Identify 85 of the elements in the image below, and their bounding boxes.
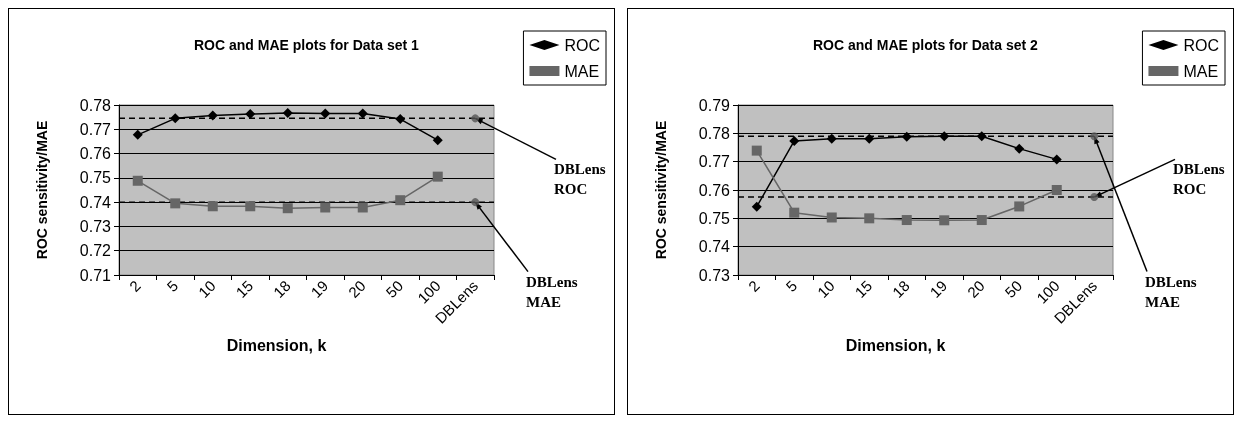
- point: [357, 108, 368, 119]
- y-tick-label: 0.75: [698, 209, 731, 227]
- point: [245, 108, 256, 119]
- point: [826, 133, 837, 144]
- point: [751, 201, 762, 212]
- y-tick-label: 0.78: [79, 96, 112, 114]
- point: [1090, 193, 1099, 202]
- y-tick-label: 0.75: [79, 169, 112, 187]
- y-tick-label: 0.76: [698, 181, 731, 199]
- y-tick-label: 0.73: [79, 217, 112, 235]
- point: [245, 201, 256, 212]
- y-tick-label: 0.78: [698, 124, 731, 142]
- x-tick-label: 50: [1001, 276, 1026, 301]
- x-tick-label: 20: [344, 276, 369, 301]
- point: [320, 108, 331, 119]
- point: [751, 145, 762, 156]
- x-tick-label: 18: [269, 276, 294, 301]
- y-axis-title: ROC sensitivity/MAE: [34, 120, 50, 260]
- y-tick-label: 0.79: [698, 96, 731, 114]
- x-tick-label: 10: [813, 276, 838, 301]
- x-tick-label: 2: [125, 276, 144, 295]
- y-tick-label: 0.74: [79, 193, 112, 211]
- point: [282, 108, 293, 119]
- x-axis-title: Dimension, k: [226, 336, 327, 354]
- point: [976, 131, 987, 142]
- legend-label: MAE: [564, 62, 600, 80]
- x-tick-label: 20: [963, 276, 988, 301]
- annotation: DBLens MAE: [1145, 273, 1201, 310]
- point: [1051, 185, 1062, 195]
- point: [1090, 132, 1099, 141]
- annotation: DBLens MAE: [526, 273, 582, 310]
- legend-label: ROC: [1183, 36, 1220, 54]
- point: [901, 215, 912, 226]
- x-tick-label: 19: [307, 276, 332, 301]
- x-tick-label: 2: [744, 276, 763, 295]
- point: [357, 202, 368, 213]
- point: [207, 201, 218, 212]
- x-axis-title: Dimension, k: [845, 336, 946, 354]
- y-tick-label: 0.74: [698, 238, 731, 256]
- x-tick-label: 19: [926, 276, 951, 301]
- point: [939, 215, 950, 226]
- y-tick-label: 0.71: [79, 266, 112, 284]
- x-tick-label: 15: [851, 276, 876, 301]
- point: [1014, 143, 1025, 154]
- point: [1051, 154, 1062, 165]
- y-tick-label: 0.73: [698, 266, 731, 284]
- x-tick-label: 50: [382, 276, 407, 301]
- x-tick-label: 5: [782, 276, 801, 295]
- point: [320, 202, 331, 213]
- annotation: DBLens ROC: [554, 161, 610, 198]
- point: [395, 114, 406, 125]
- point: [432, 171, 443, 182]
- point: [901, 131, 912, 142]
- point: [789, 135, 800, 146]
- y-tick-label: 0.76: [79, 145, 112, 163]
- point: [864, 133, 875, 144]
- point: [132, 129, 143, 140]
- point: [282, 203, 293, 214]
- point: [132, 175, 143, 186]
- point: [1014, 201, 1025, 212]
- x-tick-label: 15: [232, 276, 257, 301]
- legend-label: MAE: [1183, 62, 1219, 80]
- point: [939, 131, 950, 142]
- chart-title: ROC and MAE plots for Data set 1: [194, 37, 420, 53]
- x-tick-label: 10: [194, 276, 219, 301]
- y-tick-label: 0.77: [698, 153, 731, 171]
- annotation: DBLens ROC: [1173, 161, 1229, 198]
- y-tick-label: 0.77: [79, 120, 112, 138]
- point: [395, 195, 406, 206]
- point: [976, 215, 987, 226]
- x-tick-label: 5: [163, 276, 182, 295]
- x-tick-label: 18: [888, 276, 913, 301]
- point: [432, 135, 443, 146]
- point: [207, 110, 218, 121]
- point: [471, 198, 480, 207]
- point: [170, 198, 181, 209]
- point: [170, 113, 181, 124]
- y-tick-label: 0.72: [79, 242, 112, 260]
- point: [789, 207, 800, 218]
- legend-label: ROC: [564, 36, 601, 54]
- point: [864, 213, 875, 224]
- point: [471, 114, 480, 123]
- chart-title: ROC and MAE plots for Data set 2: [813, 37, 1039, 53]
- point: [826, 212, 837, 223]
- y-axis-title: ROC sensitivity/MAE: [653, 120, 669, 260]
